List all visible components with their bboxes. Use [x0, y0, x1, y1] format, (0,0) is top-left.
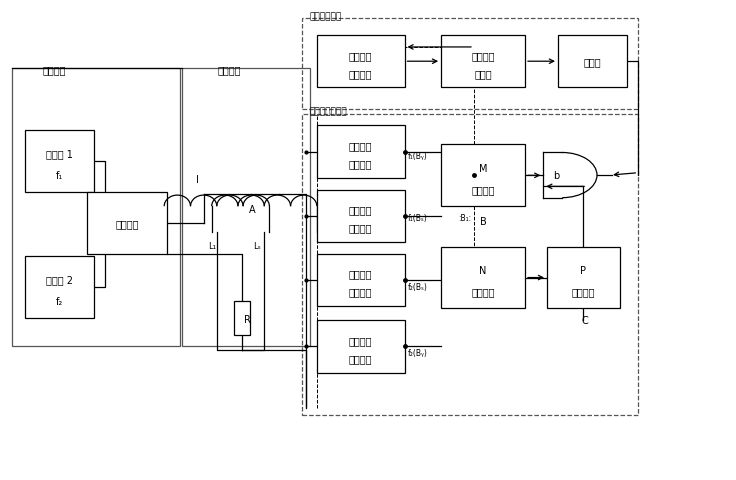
Bar [441, 145, 525, 207]
Text: 测量电路: 测量电路 [349, 287, 372, 297]
Text: f₁: f₁ [56, 170, 63, 180]
Text: L₁: L₁ [208, 241, 216, 250]
Text: 比较电路: 比较电路 [471, 184, 495, 194]
Text: 混頼放大: 混頼放大 [116, 218, 138, 228]
Text: 激励线圈: 激励线圈 [217, 65, 241, 75]
Text: f₂(Bₛ): f₂(Bₛ) [408, 282, 428, 291]
Text: 比较电路: 比较电路 [572, 287, 595, 297]
Text: M: M [479, 164, 487, 174]
Text: f₂: f₂ [56, 296, 63, 306]
Bar [25, 131, 94, 192]
Bar [317, 126, 405, 179]
Text: I: I [197, 174, 199, 184]
Text: R: R [244, 314, 251, 324]
Bar [317, 254, 405, 306]
Text: A: A [250, 204, 256, 214]
Text: P: P [581, 265, 587, 276]
Bar [441, 36, 525, 88]
Bar [547, 247, 620, 309]
Text: Lₛ: Lₛ [253, 241, 261, 250]
Bar [441, 247, 525, 309]
Text: 激励电路: 激励电路 [42, 65, 66, 75]
Text: N: N [479, 265, 486, 276]
Bar [25, 257, 94, 318]
Text: 超量金属: 超量金属 [471, 51, 495, 61]
Bar [317, 36, 405, 88]
Text: 质指示器: 质指示器 [349, 69, 372, 79]
Text: 比较电路: 比较电路 [471, 287, 495, 297]
Text: C: C [581, 316, 588, 325]
Text: 非鐵磁物: 非鐵磁物 [349, 51, 372, 61]
Bar [317, 321, 405, 373]
Text: b: b [553, 171, 559, 180]
Text: 报警指示电路: 报警指示电路 [310, 13, 342, 22]
Text: 异相分量: 异相分量 [349, 336, 372, 346]
Text: 测量和处理电路: 测量和处理电路 [310, 107, 347, 116]
Text: 同相分量: 同相分量 [349, 269, 372, 279]
Text: 测量电路: 测量电路 [349, 223, 372, 233]
Text: 测量电路: 测量电路 [349, 159, 372, 168]
Bar [233, 301, 250, 335]
Text: 测量电路: 测量电路 [349, 353, 372, 363]
Text: 振荡器 1: 振荡器 1 [46, 149, 73, 159]
Text: f₁(Bₛ): f₁(Bₛ) [408, 214, 428, 223]
Text: B: B [480, 217, 486, 227]
Text: :B₁:: :B₁: [458, 213, 471, 222]
Bar [317, 190, 405, 242]
Text: 报警器: 报警器 [584, 57, 601, 67]
Text: f₂(Bᵧ): f₂(Bᵧ) [408, 348, 428, 357]
Bar [302, 19, 638, 109]
Bar [87, 192, 167, 254]
Text: 振荡器 2: 振荡器 2 [46, 275, 73, 285]
Text: 异相分量: 异相分量 [349, 141, 372, 151]
Bar [182, 69, 310, 347]
Bar [302, 114, 638, 416]
Text: 指示器: 指示器 [474, 69, 492, 79]
Text: f₁(Bᵧ): f₁(Bᵧ) [408, 152, 428, 161]
Bar [13, 69, 180, 347]
Text: 同相分量: 同相分量 [349, 205, 372, 215]
Bar [558, 36, 627, 88]
